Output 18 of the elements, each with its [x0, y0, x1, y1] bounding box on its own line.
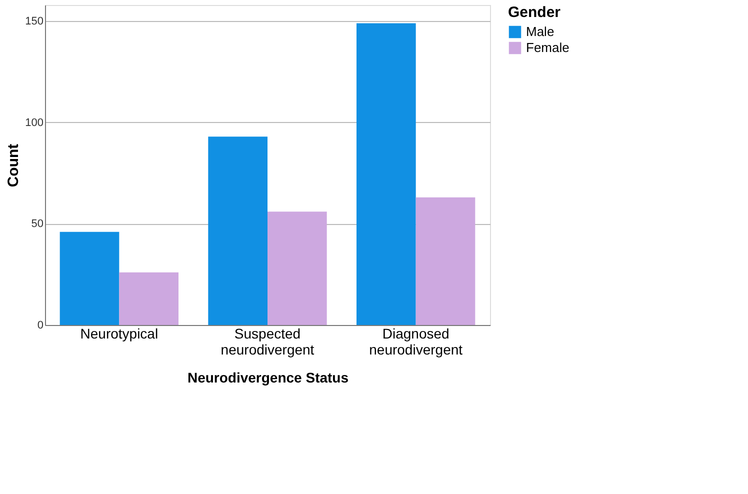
x-axis-title: Neurodivergence Status [187, 370, 349, 386]
x-tick-label: Suspected neurodivergent [220, 326, 314, 358]
legend-label: Male [526, 24, 554, 39]
y-tick-label: 100 [25, 116, 44, 129]
bar [268, 212, 327, 325]
x-tick-label: Neurotypical [80, 326, 158, 342]
y-tick-label: 50 [31, 218, 44, 230]
legend-label: Female [526, 40, 570, 55]
bar [60, 232, 120, 325]
x-tick-label: Diagnosed neurodivergent [369, 326, 463, 358]
bar [119, 272, 178, 325]
y-tick-label: 0 [37, 320, 44, 332]
bar [356, 23, 416, 325]
bar [416, 197, 476, 325]
y-tick-label: 150 [25, 16, 44, 28]
y-axis-title: Count [5, 144, 22, 188]
legend-title: Gender [508, 4, 561, 21]
bar [208, 136, 268, 325]
